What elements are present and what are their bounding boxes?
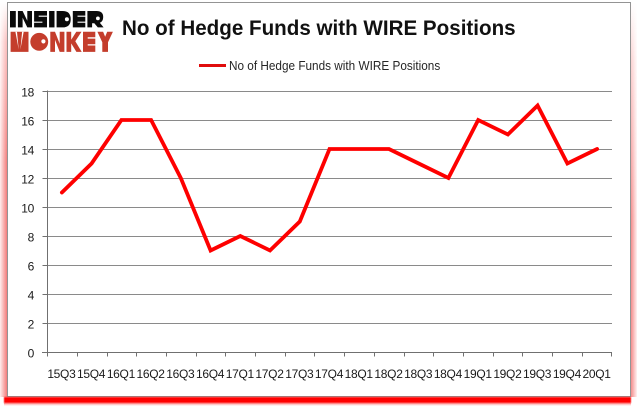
svg-text:18Q2: 18Q2 (374, 367, 403, 381)
svg-text:16Q4: 16Q4 (196, 367, 225, 381)
svg-text:19Q3: 19Q3 (523, 367, 552, 381)
svg-text:16Q3: 16Q3 (166, 367, 195, 381)
svg-text:16: 16 (21, 114, 34, 128)
svg-text:0: 0 (28, 346, 35, 360)
svg-text:19Q4: 19Q4 (553, 367, 582, 381)
svg-text:4: 4 (28, 288, 35, 302)
svg-text:17Q2: 17Q2 (255, 367, 284, 381)
svg-text:17Q3: 17Q3 (285, 367, 314, 381)
svg-text:17Q4: 17Q4 (315, 367, 344, 381)
svg-text:18Q3: 18Q3 (404, 367, 433, 381)
svg-text:10: 10 (21, 201, 34, 215)
svg-text:12: 12 (21, 172, 34, 186)
svg-text:20Q1: 20Q1 (583, 367, 612, 381)
svg-text:18Q1: 18Q1 (345, 367, 374, 381)
svg-text:15Q4: 15Q4 (77, 367, 106, 381)
svg-text:6: 6 (28, 259, 35, 273)
svg-text:16Q2: 16Q2 (137, 367, 166, 381)
svg-text:2: 2 (28, 317, 35, 331)
svg-text:19Q1: 19Q1 (464, 367, 493, 381)
svg-text:17Q1: 17Q1 (226, 367, 255, 381)
svg-text:14: 14 (21, 143, 34, 157)
svg-text:18Q4: 18Q4 (434, 367, 463, 381)
svg-text:15Q3: 15Q3 (47, 367, 76, 381)
svg-text:19Q2: 19Q2 (493, 367, 522, 381)
svg-text:18: 18 (21, 85, 34, 99)
svg-text:16Q1: 16Q1 (107, 367, 136, 381)
svg-text:8: 8 (28, 230, 35, 244)
